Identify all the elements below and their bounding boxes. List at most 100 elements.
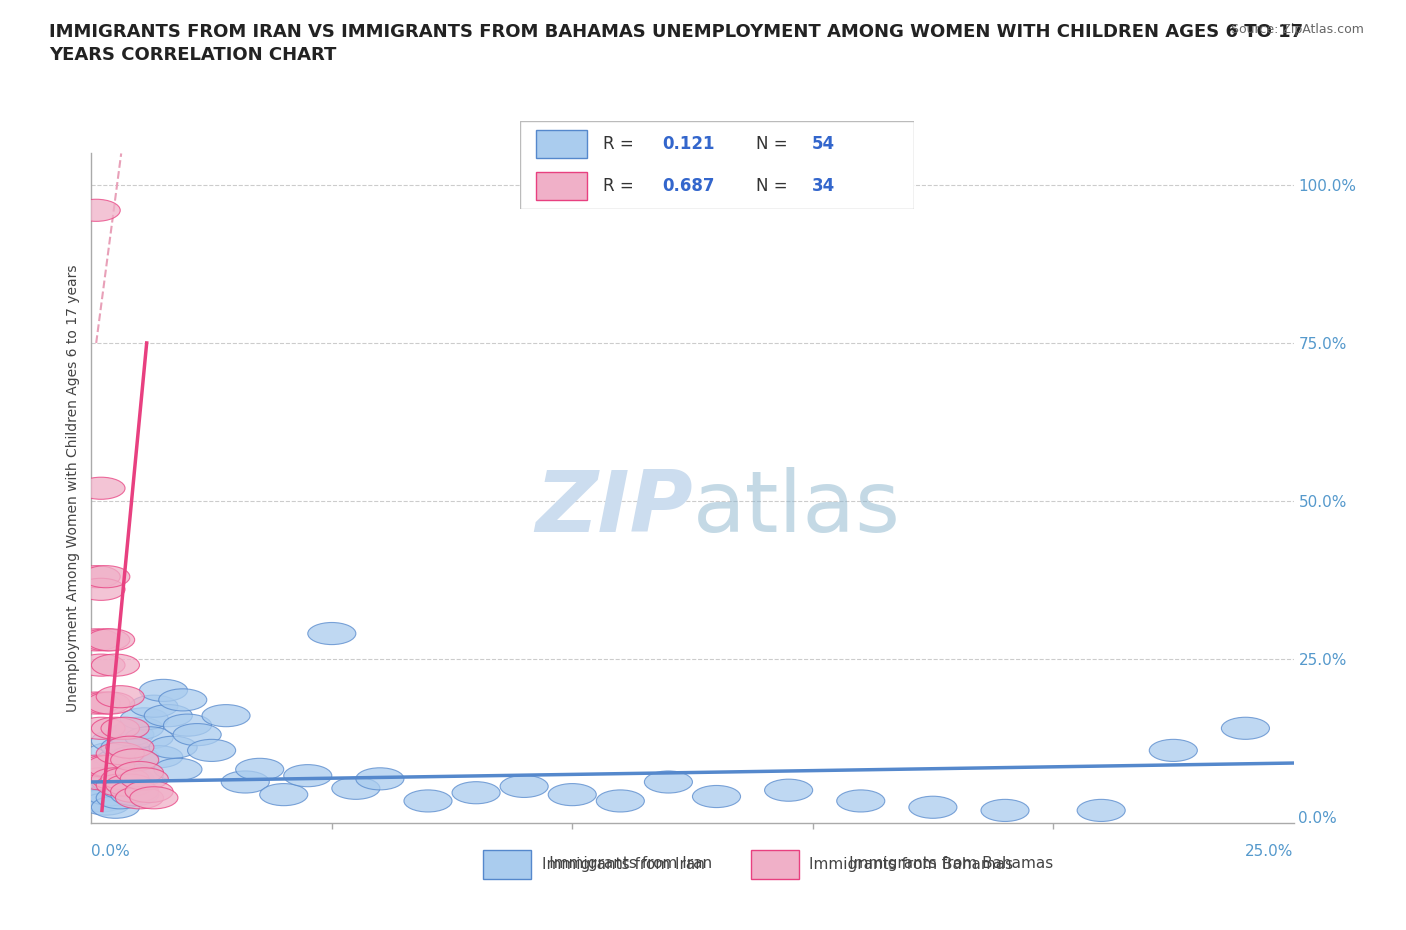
Ellipse shape [135,746,183,768]
Text: atlas: atlas [692,467,900,550]
Ellipse shape [105,737,153,758]
Ellipse shape [1149,739,1198,762]
Ellipse shape [91,768,139,790]
Bar [484,850,531,879]
Ellipse shape [159,689,207,711]
Ellipse shape [72,629,121,651]
Bar [536,172,588,201]
FancyBboxPatch shape [520,121,914,209]
Ellipse shape [153,758,202,780]
Ellipse shape [765,779,813,802]
Ellipse shape [77,477,125,499]
Ellipse shape [308,622,356,644]
Ellipse shape [129,695,179,717]
Text: IMMIGRANTS FROM IRAN VS IMMIGRANTS FROM BAHAMAS UNEMPLOYMENT AMONG WOMEN WITH CH: IMMIGRANTS FROM IRAN VS IMMIGRANTS FROM … [49,23,1303,41]
Ellipse shape [72,565,121,588]
Ellipse shape [837,790,884,812]
Text: YEARS CORRELATION CHART: YEARS CORRELATION CHART [49,46,336,64]
Ellipse shape [111,784,159,805]
Text: R =: R = [603,135,638,153]
Ellipse shape [404,790,453,812]
Ellipse shape [77,768,125,790]
Ellipse shape [91,771,139,793]
Text: 34: 34 [811,178,835,195]
Text: Immigrants from Iran: Immigrants from Iran [520,856,713,870]
Ellipse shape [173,724,221,746]
Ellipse shape [77,768,125,790]
Ellipse shape [105,768,153,790]
Ellipse shape [451,782,501,804]
Ellipse shape [77,790,125,812]
Ellipse shape [101,717,149,739]
Ellipse shape [96,742,145,764]
Ellipse shape [284,764,332,787]
Ellipse shape [82,755,129,777]
Ellipse shape [101,777,149,800]
Ellipse shape [111,780,159,803]
Ellipse shape [105,774,153,796]
Ellipse shape [82,629,129,651]
Ellipse shape [145,705,193,726]
Ellipse shape [111,749,159,771]
Text: Source: ZipAtlas.com: Source: ZipAtlas.com [1230,23,1364,36]
Bar [536,129,588,158]
Text: Immigrants from Iran: Immigrants from Iran [543,857,704,872]
Ellipse shape [91,717,139,739]
Ellipse shape [87,629,135,651]
Ellipse shape [87,784,135,805]
Ellipse shape [260,784,308,805]
Ellipse shape [356,768,404,790]
Bar [751,850,799,879]
Text: ZIP: ZIP [534,467,692,550]
Ellipse shape [644,771,692,793]
Ellipse shape [125,780,173,803]
Ellipse shape [149,737,197,758]
Ellipse shape [96,749,145,771]
Text: N =: N = [756,135,793,153]
Ellipse shape [72,199,121,221]
Ellipse shape [96,685,145,708]
Ellipse shape [129,787,179,809]
Ellipse shape [105,724,153,746]
Ellipse shape [115,762,163,784]
Ellipse shape [91,654,139,676]
Ellipse shape [187,739,236,762]
Ellipse shape [221,771,270,793]
Text: 54: 54 [811,135,835,153]
Ellipse shape [125,726,173,749]
Ellipse shape [101,768,149,790]
Ellipse shape [77,578,125,601]
Ellipse shape [96,774,145,796]
Ellipse shape [139,679,187,701]
Ellipse shape [236,758,284,780]
Ellipse shape [87,755,135,777]
Text: 0.121: 0.121 [662,135,714,153]
Ellipse shape [87,692,135,714]
Ellipse shape [115,764,163,787]
Text: Immigrants from Bahamas: Immigrants from Bahamas [815,856,1053,870]
Ellipse shape [115,787,163,809]
Ellipse shape [202,705,250,726]
Ellipse shape [91,796,139,818]
Ellipse shape [82,755,129,777]
Ellipse shape [981,800,1029,821]
Ellipse shape [82,692,129,714]
Ellipse shape [1222,717,1270,739]
Ellipse shape [332,777,380,800]
Ellipse shape [111,746,159,768]
Text: 25.0%: 25.0% [1246,844,1294,859]
Ellipse shape [1077,800,1125,821]
Ellipse shape [163,714,211,737]
Text: R =: R = [603,178,638,195]
Ellipse shape [96,787,145,809]
Text: 0.0%: 0.0% [91,844,131,859]
Ellipse shape [82,793,129,816]
Ellipse shape [501,776,548,797]
Ellipse shape [82,565,129,588]
Ellipse shape [121,708,169,730]
Ellipse shape [596,790,644,812]
Ellipse shape [87,742,135,764]
Ellipse shape [908,796,957,818]
Ellipse shape [91,730,139,752]
Ellipse shape [77,654,125,676]
